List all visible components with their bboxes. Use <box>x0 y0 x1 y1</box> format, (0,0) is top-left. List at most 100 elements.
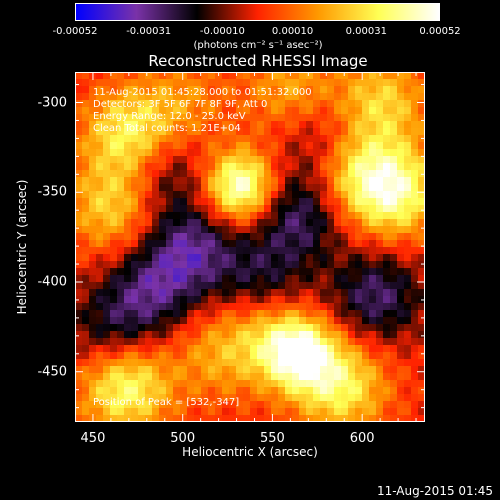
heatmap-cell <box>299 247 307 255</box>
heatmap-cell <box>306 380 314 388</box>
heatmap-cell <box>369 142 377 150</box>
heatmap-cell <box>383 394 391 402</box>
heatmap-cell <box>418 289 425 297</box>
heatmap-cell <box>201 366 209 374</box>
heatmap-cell <box>173 205 181 213</box>
heatmap-cell <box>229 191 237 199</box>
heatmap-cell <box>257 345 265 353</box>
heatmap-cell <box>369 170 377 178</box>
heatmap-cell <box>285 345 293 353</box>
heatmap-cell <box>362 184 370 192</box>
heatmap-cell <box>285 352 293 360</box>
heatmap-cell <box>201 149 209 157</box>
heatmap-cell <box>390 317 398 325</box>
heatmap-cell <box>362 394 370 402</box>
heatmap-cell <box>82 240 90 248</box>
heatmap-cell <box>306 177 314 185</box>
heatmap-cell <box>131 380 139 388</box>
heatmap-cell <box>103 345 111 353</box>
heatmap-cell <box>278 226 286 234</box>
heatmap-cell <box>292 373 300 381</box>
heatmap-cell <box>376 135 384 143</box>
heatmap-cell <box>306 219 314 227</box>
heatmap-cell <box>75 352 83 360</box>
heatmap-cell <box>390 233 398 241</box>
heatmap-cell <box>166 380 174 388</box>
heatmap-cell <box>187 107 195 115</box>
heatmap-cell <box>208 135 216 143</box>
heatmap-cell <box>187 163 195 171</box>
heatmap-cell <box>82 205 90 213</box>
heatmap-cell <box>299 408 307 416</box>
heatmap-cell <box>264 394 272 402</box>
heatmap-cell <box>194 324 202 332</box>
heatmap-cell <box>96 212 104 220</box>
heatmap-cell <box>355 415 363 422</box>
heatmap-cell <box>320 324 328 332</box>
heatmap-cell <box>362 135 370 143</box>
heatmap-cell <box>110 254 118 262</box>
heatmap-cell <box>348 100 356 108</box>
heatmap-cell <box>285 387 293 395</box>
heatmap-cell <box>187 142 195 150</box>
heatmap-cell <box>411 226 419 234</box>
heatmap-cell <box>208 408 216 416</box>
heatmap-cell <box>404 205 412 213</box>
heatmap-cell <box>306 324 314 332</box>
heatmap-cell <box>369 247 377 255</box>
heatmap-cell <box>250 163 258 171</box>
heatmap-cell <box>397 296 405 304</box>
heatmap-cell <box>180 163 188 171</box>
heatmap-cell <box>264 345 272 353</box>
heatmap-cell <box>306 191 314 199</box>
heatmap-cell <box>320 121 328 129</box>
heatmap-cell <box>75 268 83 276</box>
heatmap-cell <box>397 345 405 353</box>
heatmap-cell <box>327 401 335 409</box>
heatmap-cell <box>411 121 419 129</box>
heatmap-cell <box>117 226 125 234</box>
heatmap-cell <box>320 345 328 353</box>
heatmap-cell <box>334 198 342 206</box>
heatmap-cell <box>166 338 174 346</box>
heatmap-cell <box>180 310 188 318</box>
heatmap-cell <box>152 219 160 227</box>
heatmap-cell <box>334 107 342 115</box>
heatmap-cell <box>390 324 398 332</box>
heatmap-cell <box>103 135 111 143</box>
heatmap-cell <box>110 261 118 269</box>
heatmap-cell <box>138 387 146 395</box>
heatmap-cell <box>397 338 405 346</box>
heatmap-cell <box>110 226 118 234</box>
heatmap-cell <box>124 373 132 381</box>
heatmap-cell <box>285 205 293 213</box>
heatmap-cell <box>313 177 321 185</box>
heatmap-cell <box>103 198 111 206</box>
heatmap-cell <box>180 205 188 213</box>
heatmap-cell <box>292 401 300 409</box>
heatmap-cell <box>75 79 83 87</box>
heatmap-cell <box>215 219 223 227</box>
heatmap-cell <box>264 128 272 136</box>
heatmap-cell <box>348 359 356 367</box>
heatmap-cell <box>96 72 104 80</box>
heatmap-cell <box>397 401 405 409</box>
heatmap-cell <box>243 282 251 290</box>
heatmap-cell <box>187 338 195 346</box>
heatmap-cell <box>390 254 398 262</box>
heatmap-cell <box>82 219 90 227</box>
heatmap-cell <box>208 121 216 129</box>
heatmap-cell <box>257 135 265 143</box>
heatmap-cell <box>138 114 146 122</box>
heatmap-cell <box>271 408 279 416</box>
heatmap-cell <box>299 289 307 297</box>
x-axis-label: Heliocentric X (arcsec) <box>182 445 318 459</box>
heatmap-cell <box>166 156 174 164</box>
heatmap-cell <box>257 156 265 164</box>
heatmap-cell <box>383 107 391 115</box>
heatmap-cell <box>355 394 363 402</box>
heatmap-cell <box>327 93 335 101</box>
heatmap-cell <box>404 387 412 395</box>
heatmap-cell <box>285 114 293 122</box>
heatmap-cell <box>327 415 335 422</box>
